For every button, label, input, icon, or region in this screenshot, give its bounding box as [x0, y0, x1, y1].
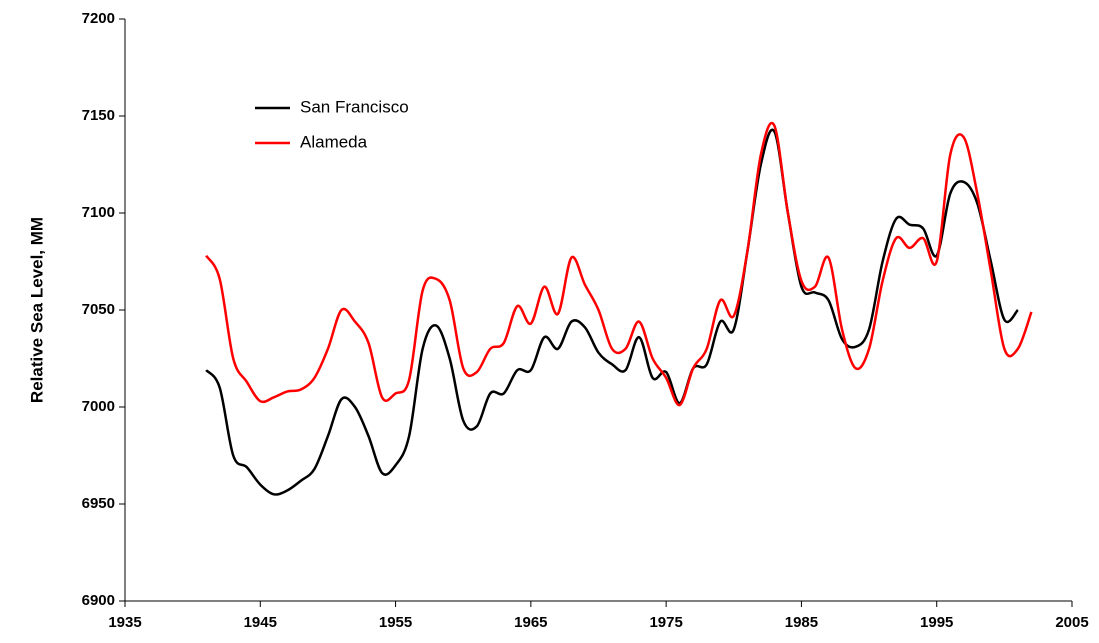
x-tick-label: 1975	[649, 614, 682, 631]
y-tick-label: 6950	[82, 495, 115, 512]
y-axis-label: Relative Sea Level, MM	[27, 217, 46, 403]
y-tick-label: 7150	[82, 107, 115, 124]
x-tick-label: 1985	[785, 614, 818, 631]
x-tick-label: 1945	[244, 614, 277, 631]
x-tick-label: 1935	[108, 614, 141, 631]
legend-label: Alameda	[300, 132, 368, 151]
x-tick-label: 1995	[920, 614, 953, 631]
y-tick-label: 6900	[82, 592, 115, 609]
x-tick-label: 1955	[379, 614, 412, 631]
x-tick-label: 1965	[514, 614, 547, 631]
y-tick-label: 7050	[82, 301, 115, 318]
series-line	[205, 128, 1019, 496]
legend-label: San Francisco	[300, 97, 409, 116]
y-tick-label: 7100	[82, 204, 115, 221]
y-tick-label: 7000	[82, 398, 115, 415]
y-tick-label: 7200	[82, 10, 115, 27]
x-tick-label: 2005	[1055, 614, 1088, 631]
series-line	[205, 121, 1033, 407]
